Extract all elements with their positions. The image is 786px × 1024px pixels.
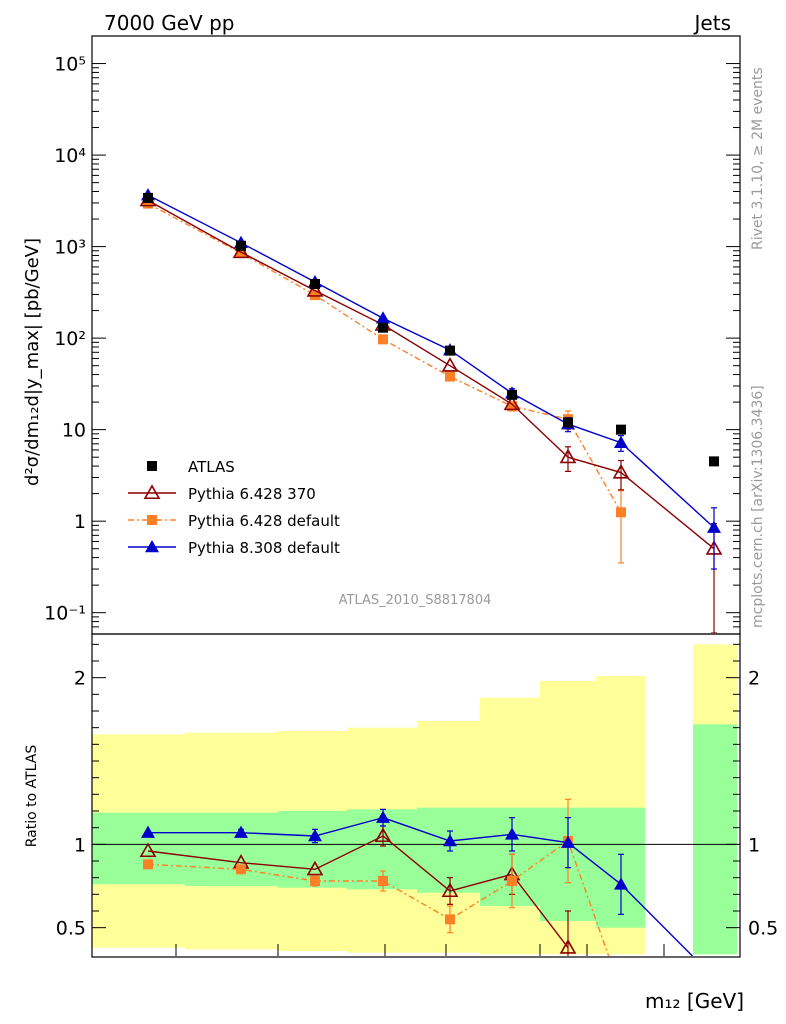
legend-label-0: ATLAS xyxy=(188,458,235,476)
main-series-group xyxy=(139,188,723,633)
ratio-point-pythia-6-428-default xyxy=(378,876,388,886)
ratio-point-pythia-8-308-default xyxy=(234,825,248,838)
main-y-axis-label: d²σ/dm₁₂d|y_max| [pb/GeV] xyxy=(22,238,43,486)
ratio-y-tick-label-2: 2 xyxy=(74,668,86,690)
main-point-pythia-6-428-370 xyxy=(306,282,324,297)
inner-band-bin xyxy=(480,807,540,906)
main-y-tick-label-1: 1 xyxy=(74,511,86,533)
main-point-atlas xyxy=(445,345,455,356)
ratio-plot-frame xyxy=(91,633,741,958)
ratio-point-pythia-6-428-default xyxy=(507,876,517,886)
main-point-pythia-8-308-default xyxy=(707,520,721,533)
main-point-pythia-6-428-370 xyxy=(441,357,459,372)
main-point-pythia-8-308-default xyxy=(614,435,628,448)
inner-band-bin xyxy=(417,807,480,893)
ratio-point-pythia-8-308-default xyxy=(141,825,155,838)
main-point-pythia-6-428-default xyxy=(507,401,517,412)
legend-label-3: Pythia 8.308 default xyxy=(188,539,340,557)
x-axis-label: m₁₂ [GeV] xyxy=(645,989,744,1013)
main-point-pythia-6-428-370 xyxy=(612,463,630,479)
main-line-pythia-6-428-370 xyxy=(147,199,715,550)
ratio-point-pythia-8-308-default xyxy=(561,835,575,848)
main-point-pythia-6-428-default xyxy=(616,507,626,518)
main-line-pythia-6-428-default xyxy=(147,202,622,513)
ratio-point-pythia-6-428-370 xyxy=(559,939,577,954)
ratio-series-group xyxy=(139,798,721,996)
main-point-atlas xyxy=(143,192,153,203)
main-y-tick-label-4: 10³ xyxy=(54,237,86,259)
inner-band-bin xyxy=(92,812,185,885)
analysis-id: ATLAS_2010_S8817804 xyxy=(339,593,492,608)
header-right: Jets xyxy=(693,11,731,35)
inner-band-bin xyxy=(185,812,278,886)
ratio-y-tick-label-right-0: 0.5 xyxy=(748,918,778,940)
ratio-point-pythia-8-308-default xyxy=(443,834,457,847)
main-y-tick-label-3: 10² xyxy=(54,328,86,350)
main-y-tick-label-0: 10⁻¹ xyxy=(44,603,86,625)
main-point-pythia-8-308-default xyxy=(376,311,390,324)
main-point-pythia-6-428-default xyxy=(143,198,153,209)
ratio-point-pythia-6-428-default xyxy=(310,876,320,886)
main-point-atlas xyxy=(236,240,246,251)
main-point-atlas xyxy=(709,456,719,467)
main-point-atlas xyxy=(507,389,517,400)
ratio-line-pythia-6-428-default xyxy=(147,839,610,956)
ratio-y-tick-label-right-1: 1 xyxy=(748,834,760,856)
ratio-uncertainty-bands xyxy=(92,644,737,955)
ratio-point-pythia-8-308-default xyxy=(614,877,628,890)
ratio-point-pythia-6-428-370 xyxy=(306,860,324,876)
main-line-pythia-8-308-default xyxy=(147,194,715,529)
ratio-y-axis-label: Ratio to ATLAS xyxy=(24,745,40,848)
main-y-tick-label-5: 10⁴ xyxy=(54,145,86,167)
main-point-atlas xyxy=(616,424,626,435)
ratio-y-tick-label-right-2: 2 xyxy=(748,668,760,690)
rivet-version-text: Rivet 3.1.10, ≥ 2M events xyxy=(750,67,766,250)
ratio-point-pythia-8-308-default xyxy=(505,827,519,840)
inner-band-bin xyxy=(693,724,737,955)
legend-marker-1 xyxy=(143,484,161,500)
main-point-pythia-6-428-370 xyxy=(559,448,577,464)
header-left: 7000 GeV pp xyxy=(104,11,235,35)
main-y-tick-label-2: 10 xyxy=(62,420,86,442)
legend-label-1: Pythia 6.428 370 xyxy=(188,485,316,503)
ratio-y-tick-label-0: 0.5 xyxy=(56,918,86,940)
main-point-pythia-6-428-370 xyxy=(503,395,521,411)
ratio-point-pythia-6-428-default xyxy=(445,914,455,925)
ratio-point-pythia-8-308-default xyxy=(707,971,721,983)
main-y-axis: 10⁻¹ 1 10 10² 10³ 10⁴ 10⁵ xyxy=(44,54,740,628)
legend-marker-3 xyxy=(145,540,159,553)
main-point-pythia-6-428-default xyxy=(378,334,388,345)
ratio-y-axis: 0.5 0.5 1 1 2 2 xyxy=(56,643,778,956)
main-point-pythia-6-428-default xyxy=(445,371,455,382)
main-point-atlas xyxy=(378,322,388,333)
main-point-pythia-6-428-default xyxy=(236,248,246,259)
main-y-tick-label-6: 10⁵ xyxy=(54,54,86,76)
source-reference-text: mcplots.cern.ch [arXiv:1306.3436] xyxy=(750,385,766,628)
ratio-point-pythia-6-428-370 xyxy=(139,842,157,858)
main-point-pythia-6-428-370 xyxy=(232,243,250,259)
main-point-atlas xyxy=(563,417,573,428)
ratio-point-pythia-6-428-default xyxy=(616,986,626,996)
ratio-y-tick-label-1: 1 xyxy=(74,834,86,856)
ratio-point-pythia-6-428-default xyxy=(236,864,246,875)
ratio-point-pythia-8-308-default xyxy=(376,810,390,823)
ratio-point-pythia-6-428-370 xyxy=(441,882,459,898)
main-point-atlas xyxy=(310,279,320,290)
ratio-point-pythia-8-308-default xyxy=(308,829,322,842)
legend: ATLAS Pythia 6.428 370 Pythia 6.428 defaul… xyxy=(128,458,340,557)
legend-marker-2 xyxy=(147,515,157,525)
ratio-point-pythia-6-428-default xyxy=(143,859,153,870)
ratio-point-pythia-6-428-370 xyxy=(374,827,392,843)
legend-label-2: Pythia 6.428 default xyxy=(188,512,340,530)
legend-marker-0 xyxy=(147,461,157,471)
